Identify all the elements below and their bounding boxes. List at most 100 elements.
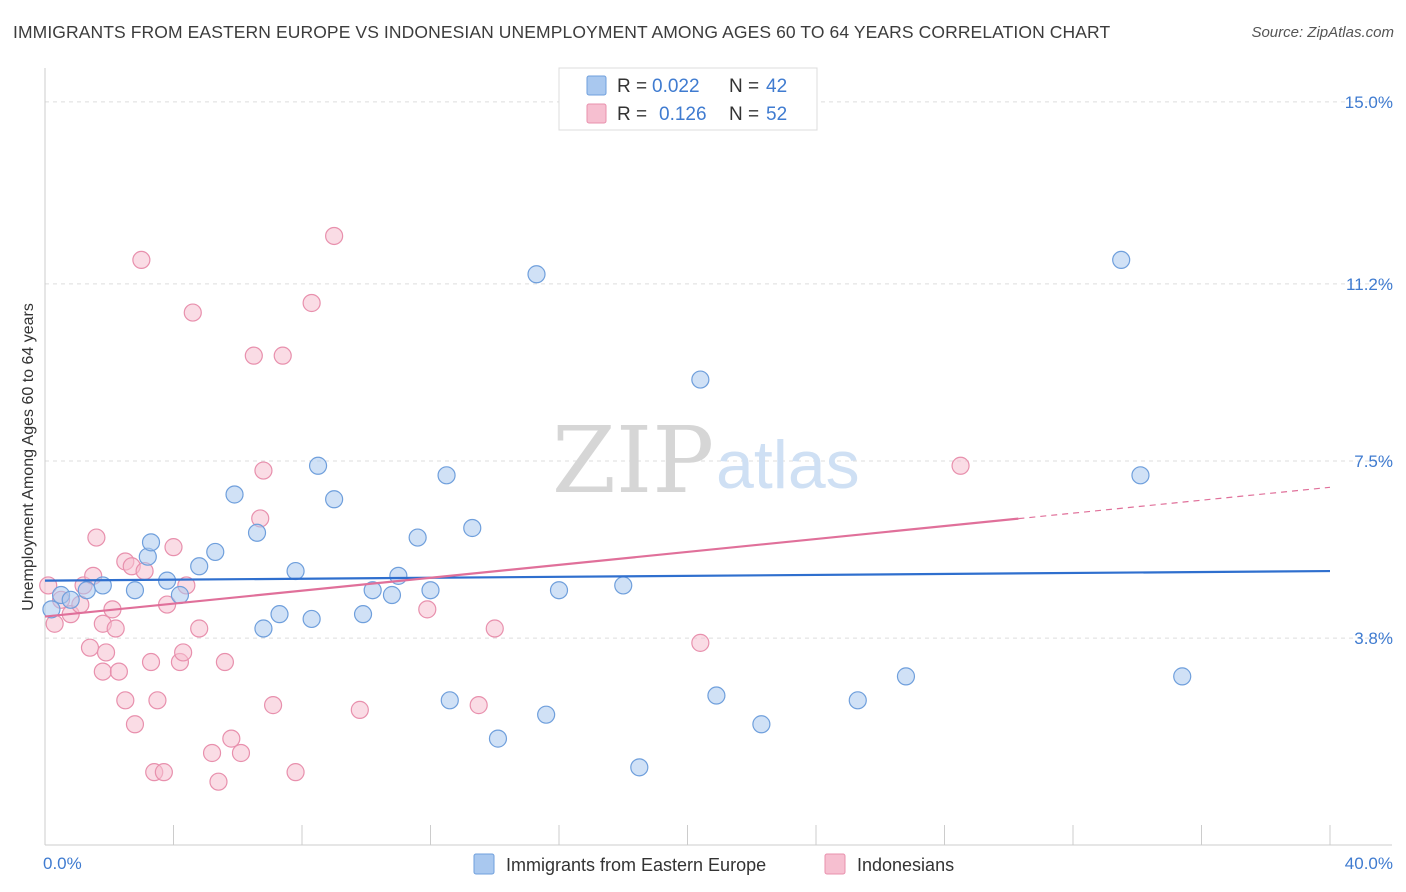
legend-swatch-eastern-europe <box>586 75 607 96</box>
point-eastern-europe-26 <box>437 466 456 485</box>
series-indonesians-points <box>39 226 970 791</box>
point-indonesians-26 <box>164 538 183 557</box>
bottom-legend-swatch-eastern-europe <box>473 853 495 875</box>
point-indonesians-35 <box>222 729 241 748</box>
point-eastern-europe-10 <box>190 557 209 576</box>
point-eastern-europe-12 <box>225 485 244 504</box>
point-indonesians-44 <box>325 226 344 246</box>
y-tick-label-2: 11.2% <box>1346 275 1393 294</box>
series-eastern-europe-points <box>42 250 1192 777</box>
legend-n-value-eastern-europe: 42 <box>766 76 787 97</box>
trend-line-eastern-europe <box>44 569 1331 582</box>
point-eastern-europe-5 <box>125 581 145 600</box>
point-eastern-europe-36 <box>707 686 726 705</box>
bottom-legend-eastern-europe: Immigrants from Eastern Europe <box>506 855 766 875</box>
legend-n-label-eastern-europe: N = <box>729 76 759 97</box>
point-indonesians-43 <box>302 293 321 313</box>
point-eastern-europe-15 <box>270 605 289 624</box>
point-eastern-europe-39 <box>896 667 916 686</box>
trend-line-extension-indonesians <box>1018 486 1331 520</box>
point-eastern-europe-40 <box>1112 250 1131 270</box>
y-axis-label: Unemployment Among Ages 60 to 64 years <box>20 303 37 611</box>
point-eastern-europe-11 <box>206 542 225 562</box>
point-indonesians-14 <box>109 662 128 681</box>
point-indonesians-37 <box>244 346 263 365</box>
point-indonesians-24 <box>154 763 173 782</box>
x-tick-label-0: 0.0% <box>43 854 82 873</box>
grid-lines <box>45 101 1392 639</box>
point-eastern-europe-25 <box>421 581 440 600</box>
point-indonesians-39 <box>254 461 273 480</box>
point-eastern-europe-2 <box>61 590 80 609</box>
point-eastern-europe-21 <box>363 581 382 600</box>
point-indonesians-48 <box>485 619 504 638</box>
point-eastern-europe-28 <box>463 518 482 538</box>
point-indonesians-6 <box>80 638 100 657</box>
point-indonesians-8 <box>87 528 106 547</box>
point-eastern-europe-0 <box>42 600 61 619</box>
point-eastern-europe-33 <box>614 576 633 595</box>
y-tick-label-0: 3.8% <box>1354 629 1393 648</box>
point-eastern-europe-17 <box>302 609 321 629</box>
point-indonesians-15 <box>116 691 135 710</box>
point-eastern-europe-30 <box>527 265 546 284</box>
point-indonesians-50 <box>951 456 970 475</box>
trend-line-indonesians <box>44 517 1019 618</box>
point-eastern-europe-18 <box>308 456 328 475</box>
point-indonesians-49 <box>691 633 710 652</box>
point-indonesians-47 <box>469 696 488 715</box>
x-tick-labels: 0.0% 40.0% <box>43 854 1393 873</box>
point-eastern-europe-9 <box>170 585 190 605</box>
point-eastern-europe-27 <box>440 691 459 710</box>
watermark-atlas: atlas <box>716 427 860 503</box>
bottom-legend-swatch-indonesians <box>824 853 846 875</box>
point-eastern-europe-29 <box>488 729 508 748</box>
point-indonesians-42 <box>286 763 305 782</box>
chart-source: Source: ZipAtlas.com <box>1251 24 1394 41</box>
point-indonesians-28 <box>174 643 193 662</box>
point-indonesians-41 <box>273 346 292 365</box>
point-eastern-europe-31 <box>537 705 556 724</box>
point-eastern-europe-7 <box>141 533 161 552</box>
point-eastern-europe-16 <box>286 561 305 581</box>
point-eastern-europe-13 <box>247 523 267 542</box>
point-eastern-europe-35 <box>691 370 710 389</box>
point-eastern-europe-3 <box>77 581 96 600</box>
point-indonesians-9 <box>93 662 112 681</box>
point-indonesians-40 <box>263 696 283 715</box>
point-indonesians-32 <box>202 743 222 763</box>
point-eastern-europe-38 <box>848 691 867 710</box>
point-eastern-europe-20 <box>353 605 373 624</box>
point-indonesians-18 <box>125 715 145 734</box>
point-indonesians-23 <box>148 691 167 710</box>
legend-r-value-indonesians: 0.126 <box>659 104 707 125</box>
point-indonesians-31 <box>190 619 209 638</box>
correlation-legend: R = 0.022 N = 42 R = 0.126 N = 52 <box>558 67 818 131</box>
point-indonesians-34 <box>215 652 234 672</box>
y-tick-labels: 3.8% 7.5% 11.2% 15.0% <box>1345 93 1393 648</box>
point-indonesians-13 <box>106 619 125 638</box>
legend-r-label-indonesians: R = <box>617 104 647 125</box>
point-indonesians-30 <box>183 303 202 322</box>
x-tick-label-1: 40.0% <box>1345 854 1393 873</box>
point-indonesians-46 <box>418 600 437 619</box>
bottom-legend-indonesians: Indonesians <box>857 855 954 875</box>
series-legend: Immigrants from Eastern Europe Indonesia… <box>473 853 954 875</box>
point-eastern-europe-41 <box>1131 466 1150 485</box>
chart-title: IMMIGRANTS FROM EASTERN EUROPE VS INDONE… <box>13 22 1111 42</box>
legend-r-value-eastern-europe: 0.022 <box>652 76 700 97</box>
axes <box>44 68 1392 846</box>
point-eastern-europe-37 <box>752 715 771 734</box>
trend-lines <box>44 486 1331 618</box>
legend-n-value-indonesians: 52 <box>766 104 787 125</box>
legend-n-label-indonesians: N = <box>729 104 759 125</box>
legend-swatch-indonesians <box>586 103 607 124</box>
point-eastern-europe-19 <box>325 490 344 509</box>
point-eastern-europe-32 <box>549 581 569 600</box>
point-eastern-europe-42 <box>1173 667 1192 686</box>
watermark-zip: ZIP <box>552 407 714 514</box>
point-indonesians-33 <box>209 772 228 791</box>
legend-r-label-eastern-europe: R = <box>617 76 647 97</box>
point-eastern-europe-22 <box>382 585 402 605</box>
